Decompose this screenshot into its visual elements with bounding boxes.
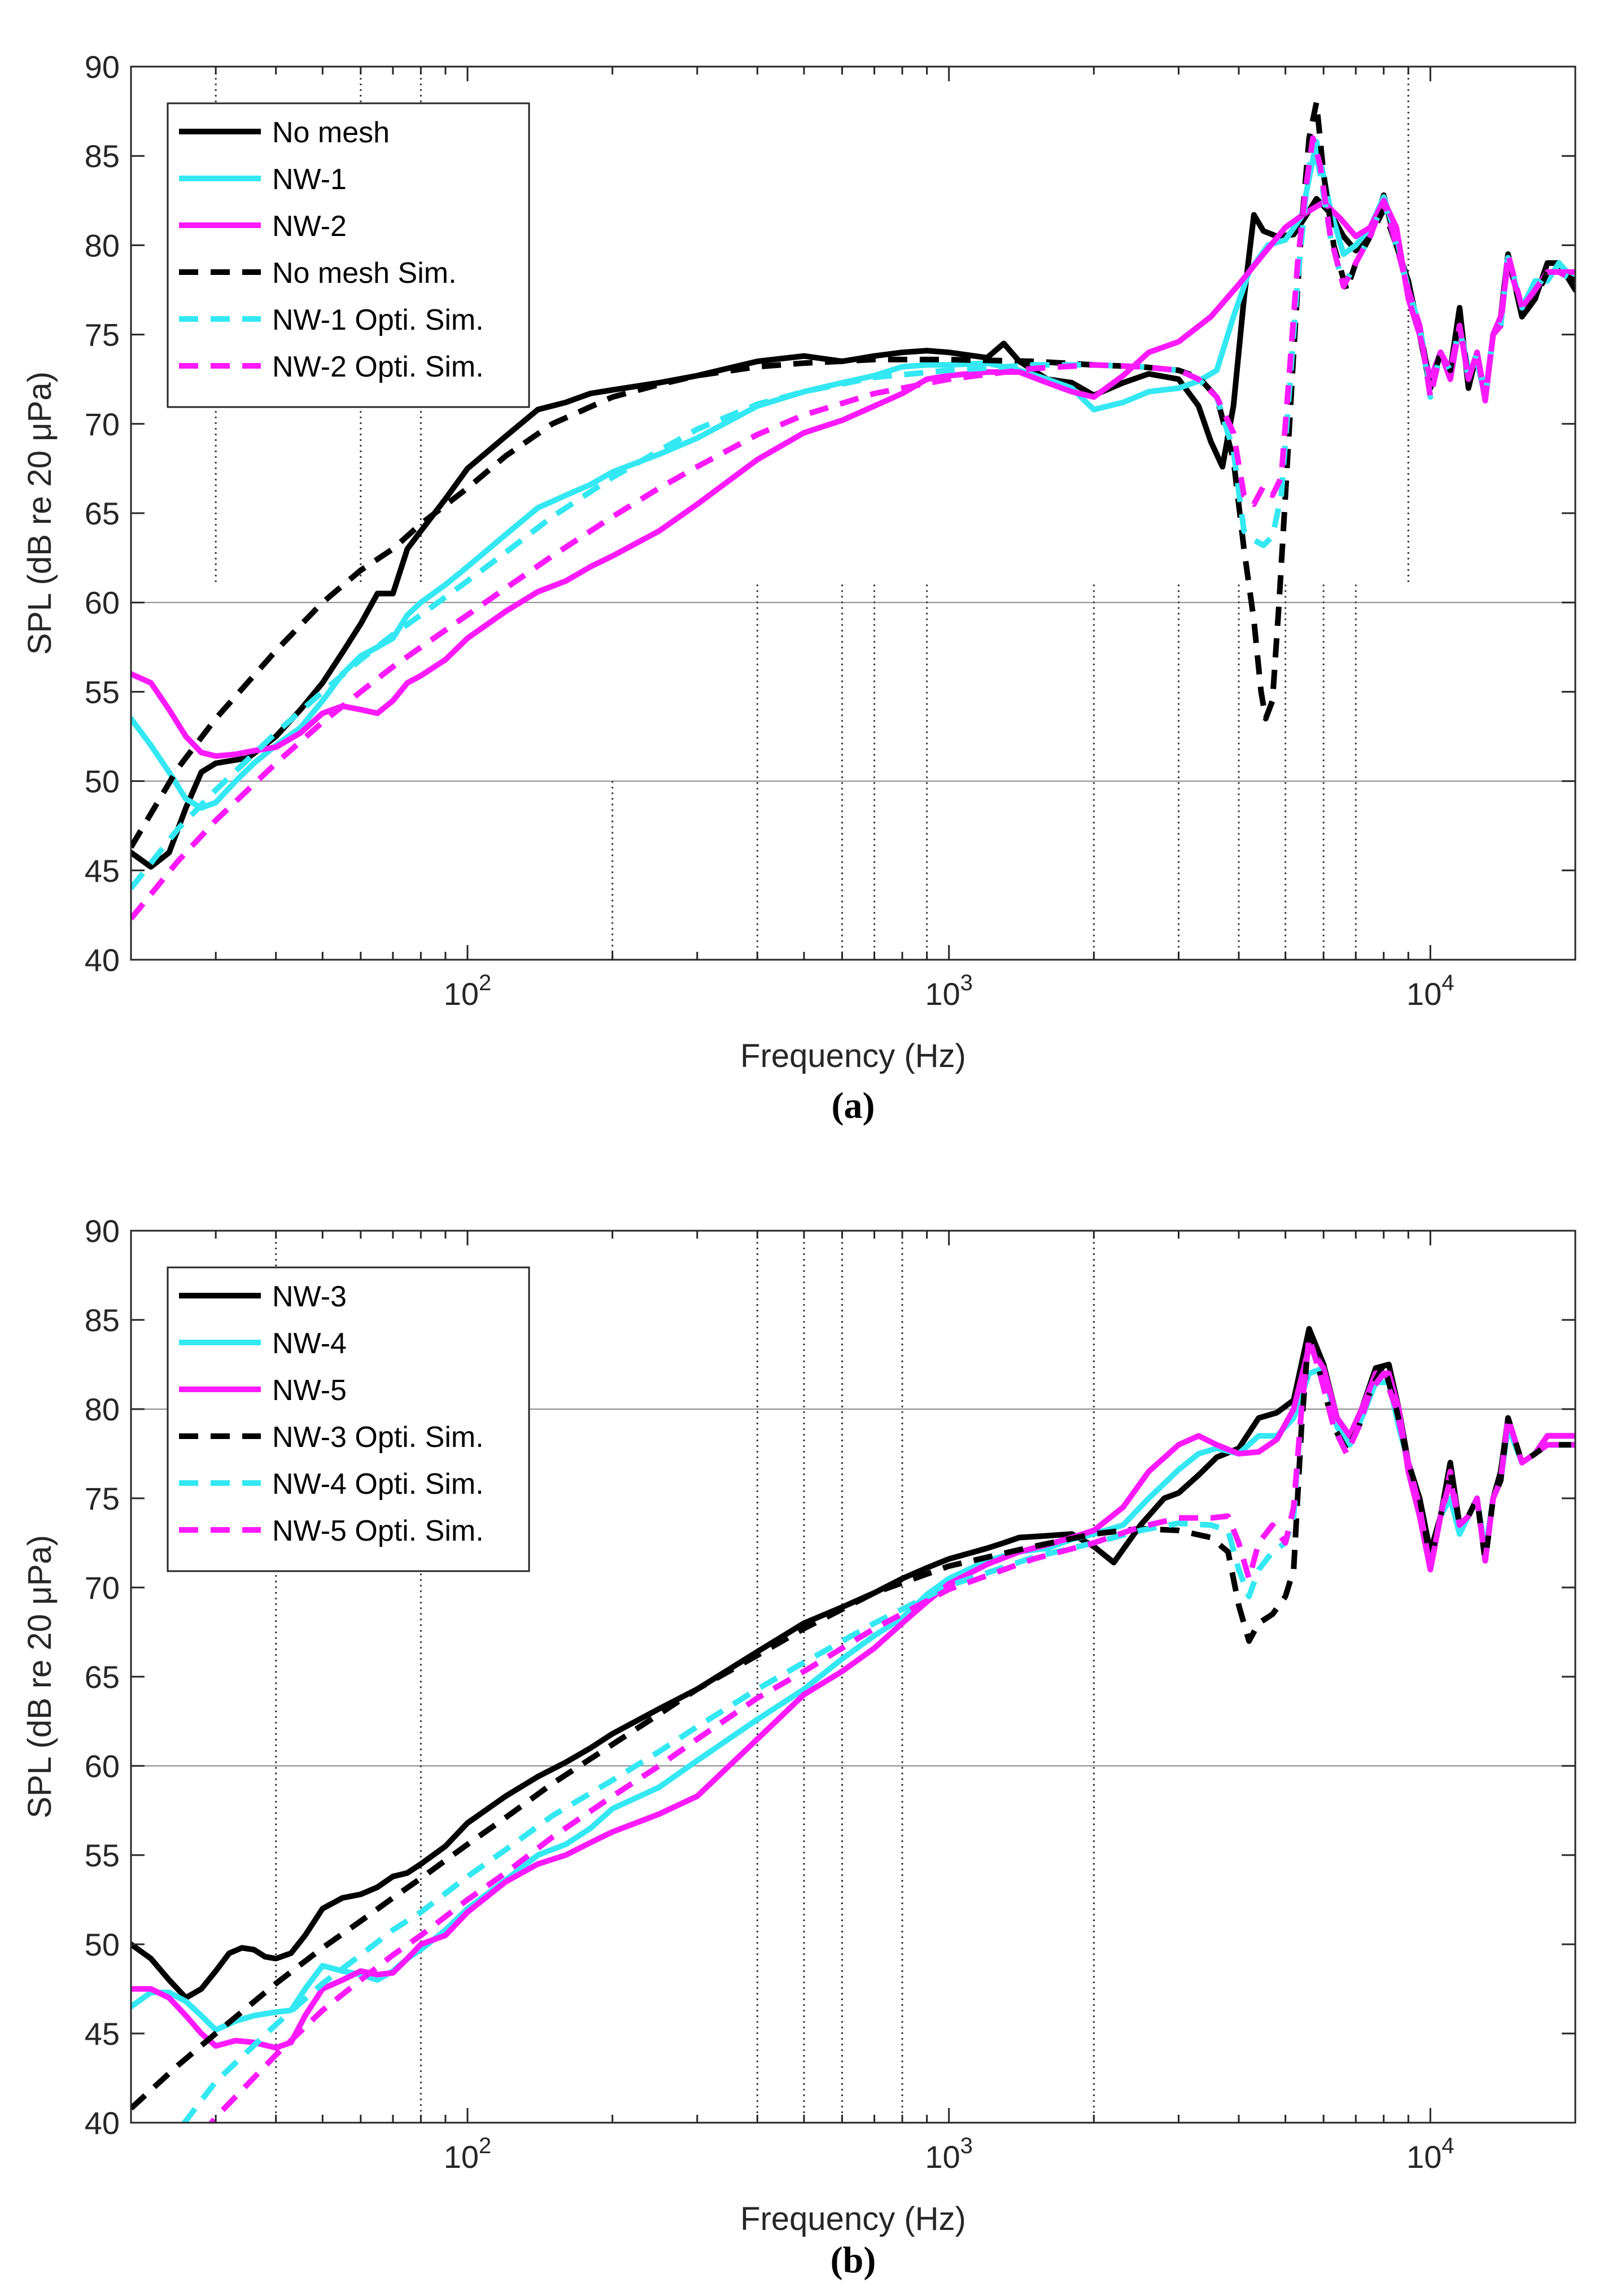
x-tick-label: 103 [925, 2133, 973, 2175]
legend-box [167, 1266, 530, 1572]
y-tick-label: 80 [85, 1392, 120, 1427]
x-tick-label: 103 [925, 970, 973, 1012]
x-axis-label: Frequency (Hz) [740, 1038, 966, 1074]
x-tick-base: 10 [1406, 976, 1441, 1012]
x-tick-label: 104 [1406, 2133, 1454, 2175]
y-tick-label: 75 [85, 1481, 120, 1516]
legend-label: NW-3 [272, 1280, 347, 1313]
y-tick-label: 60 [85, 1748, 120, 1784]
legend-label: No mesh Sim. [272, 257, 457, 290]
y-axis-label: SPL (dB re 20 μPa) [21, 1535, 58, 1818]
x-tick-label: 102 [444, 970, 492, 1012]
x-tick-exponent: 4 [1441, 970, 1454, 995]
legend-label: NW-4 Opti. Sim. [272, 1468, 484, 1501]
y-tick-label: 55 [85, 1838, 120, 1873]
y-tick-label: 40 [85, 2105, 120, 2141]
x-tick-label: 102 [444, 2133, 492, 2175]
legend-label: NW-5 Opti. Sim. [272, 1515, 484, 1547]
x-axis-label: Frequency (Hz) [740, 2201, 966, 2237]
y-tick-label: 70 [85, 1570, 120, 1606]
legend: No mesh NW-1 NW-2 No mesh Sim. NW-1 Opti. Si… [167, 102, 530, 408]
x-tick-base: 10 [444, 976, 479, 1012]
series-group [131, 1326, 1575, 2123]
series-line-nw-5-opti-sim [208, 1335, 1575, 2123]
panel-caption: (b) [831, 2240, 876, 2281]
legend-label: NW-2 [272, 210, 347, 243]
y-tick-label: 70 [85, 406, 120, 442]
x-tick-exponent: 2 [479, 2133, 491, 2158]
x-tick-base: 10 [444, 2139, 479, 2175]
panel-caption: (a) [832, 1085, 875, 1126]
y-tick-label: 75 [85, 317, 120, 353]
y-tick-label: 90 [85, 49, 120, 85]
y-tick-label: 50 [85, 764, 120, 799]
x-tick-label: 104 [1406, 970, 1454, 1012]
x-tick-base: 10 [1406, 2139, 1441, 2175]
x-tick-exponent: 3 [960, 970, 973, 995]
legend-label: NW-4 [272, 1327, 347, 1360]
x-tick-exponent: 3 [960, 2133, 973, 2158]
legend-label: No mesh [272, 116, 390, 149]
y-tick-label: 65 [85, 1659, 120, 1695]
y-tick-label: 55 [85, 674, 120, 710]
series-group [131, 99, 1575, 921]
y-tick-label: 45 [85, 853, 120, 889]
y-tick-label: 90 [85, 1213, 120, 1249]
y-tick-label: 65 [85, 496, 120, 531]
y-tick-label: 85 [85, 1302, 120, 1338]
x-tick-base: 10 [925, 976, 960, 1012]
x-tick-exponent: 2 [479, 970, 491, 995]
y-tick-label: 60 [85, 585, 120, 620]
legend-label: NW-2 Opti. Sim. [272, 351, 484, 383]
series-line-no-mesh-sim [131, 99, 1575, 849]
legend-label: NW-5 [272, 1374, 347, 1407]
legend-label: NW-1 Opti. Sim. [272, 304, 484, 336]
y-tick-label: 45 [85, 2016, 120, 2052]
legend-box [167, 102, 530, 408]
y-axis-label: SPL (dB re 20 μPa) [21, 371, 58, 655]
legend: NW-3 NW-4 NW-5 NW-3 Opti. Sim. NW-4 Opti. Si… [167, 1266, 530, 1572]
legend-label: NW-3 Opti. Sim. [272, 1421, 484, 1454]
y-tick-label: 50 [85, 1927, 120, 1962]
x-tick-exponent: 4 [1441, 2133, 1454, 2158]
legend-label: NW-1 [272, 163, 347, 196]
x-tick-base: 10 [925, 2139, 960, 2175]
y-tick-label: 85 [85, 138, 120, 174]
series-line-nw-2-opti-sim [131, 135, 1575, 921]
y-tick-label: 80 [85, 228, 120, 263]
y-tick-label: 40 [85, 942, 120, 978]
